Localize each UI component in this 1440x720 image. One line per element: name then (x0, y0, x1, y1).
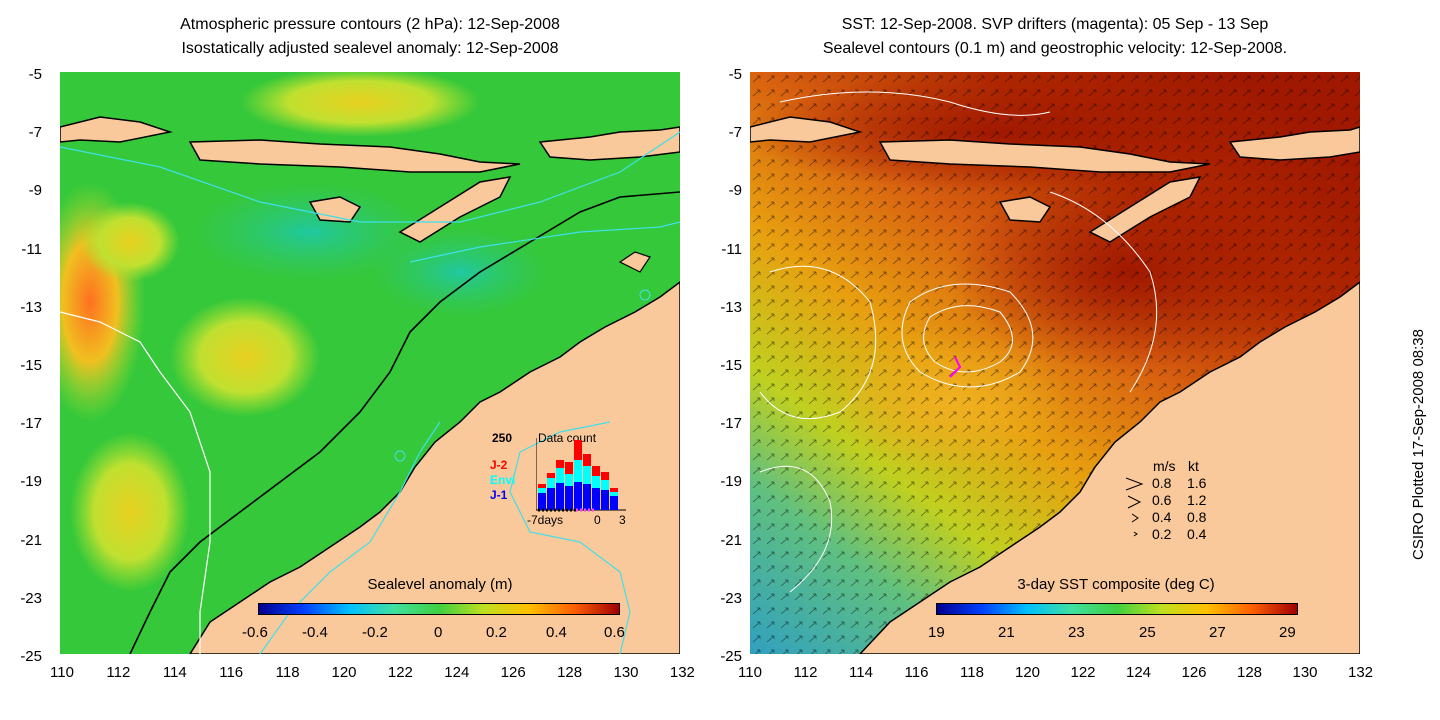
velocity-legend-header-kt: kt (1188, 458, 1199, 474)
x-tick-label: 118 (960, 664, 984, 681)
x-tick-label: 110 (738, 664, 762, 681)
y-tick-label: -9 (728, 182, 742, 200)
x-tick-label: 132 (669, 664, 695, 681)
y-tick-label: -7 (28, 124, 42, 142)
right-cbar-tick: 29 (1279, 624, 1296, 641)
x-tick-label: 112 (793, 664, 818, 681)
x-tick-label: 126 (1181, 664, 1207, 681)
x-tick-label: 126 (500, 664, 526, 681)
y-tick-label: -15 (20, 357, 42, 374)
velocity-legend-ms: 0.4 (1152, 509, 1172, 525)
right-colorbar (936, 603, 1298, 615)
x-tick-label: 118 (275, 664, 300, 681)
left-title-line2: Isostatically adjusted sealevel anomaly:… (181, 40, 559, 57)
y-tick-label: -25 (720, 648, 742, 665)
y-tick-label: -17 (20, 415, 42, 433)
velocity-legend-ms: 0.8 (1152, 475, 1172, 491)
y-tick-label: -23 (720, 589, 742, 607)
plot-credit: CSIRO Plotted 17-Sep-2008 08:38 (1410, 329, 1427, 560)
left-cbar-tick: 0 (434, 624, 443, 641)
inset-legend-envi: Envi (490, 473, 516, 487)
inset-histogram (536, 438, 626, 512)
left-sealevel-map (60, 72, 680, 654)
right-sst-map (750, 72, 1360, 654)
right-colorbar-label: 3-day SST composite (deg C) (1017, 576, 1215, 593)
left-cbar-tick: 0.6 (604, 624, 625, 641)
velocity-legend-kt: 0.4 (1187, 526, 1207, 542)
y-tick-label: -19 (720, 473, 742, 491)
inset-count-label: 250 (492, 431, 513, 445)
left-cbar-tick: -0.6 (242, 624, 268, 641)
y-tick-label: -21 (20, 531, 42, 549)
x-tick-label: 130 (613, 664, 639, 681)
y-tick-label: -5 (728, 66, 742, 83)
right-cbar-tick: 19 (928, 624, 945, 641)
velocity-legend-ms: 0.2 (1152, 526, 1172, 542)
x-tick-label: 130 (1292, 664, 1318, 681)
left-colorbar (258, 603, 620, 615)
x-tick-label: 120 (1014, 664, 1041, 681)
x-tick-label: 114 (162, 664, 187, 681)
y-tick-label: -19 (20, 473, 42, 491)
y-tick-label: -13 (20, 298, 42, 316)
right-title-line1: SST: 12-Sep-2008. SVP drifters (magenta)… (841, 16, 1269, 33)
left-cbar-tick: -0.2 (362, 624, 388, 641)
right-cbar-tick: 25 (1139, 624, 1156, 641)
x-tick-label: 128 (557, 664, 583, 681)
velocity-legend-ms: 0.6 (1152, 492, 1172, 508)
velocity-legend-arrows (1125, 477, 1144, 537)
y-tick-label: -9 (28, 182, 42, 200)
x-tick-label: 124 (444, 664, 470, 681)
left-cbar-tick: 0.4 (546, 624, 567, 641)
velocity-legend-header-ms: m/s (1153, 458, 1176, 474)
y-tick-label: -23 (20, 589, 42, 607)
x-tick-label: 116 (219, 664, 244, 681)
x-tick-label: 114 (849, 664, 873, 681)
inset-xtick-zero: 0 (594, 513, 601, 527)
left-cbar-tick: 0.2 (486, 624, 507, 641)
x-tick-label: 112 (106, 664, 131, 681)
y-tick-label: -13 (720, 298, 742, 316)
y-tick-label: -7 (728, 124, 742, 142)
inset-legend-j2: J-2 (490, 458, 508, 472)
y-tick-label: -15 (720, 357, 742, 374)
y-tick-label: -11 (21, 240, 42, 258)
x-tick-label: 120 (331, 664, 357, 681)
left-cbar-tick: -0.4 (302, 624, 328, 641)
x-tick-label: 116 (904, 664, 929, 681)
x-tick-label: 122 (1070, 664, 1096, 681)
x-tick-label: 110 (50, 664, 74, 681)
velocity-legend-kt: 0.8 (1187, 509, 1207, 525)
y-tick-label: -5 (28, 66, 42, 83)
right-cbar-tick: 23 (1068, 624, 1085, 641)
right-cbar-tick: 21 (998, 624, 1015, 641)
y-tick-label: -25 (20, 648, 42, 665)
x-tick-label: 124 (1125, 664, 1152, 681)
inset-xtick-start: -7days (527, 513, 564, 527)
x-tick-label: 122 (387, 664, 413, 681)
left-title-line1: Atmospheric pressure contours (2 hPa): 1… (180, 16, 560, 33)
velocity-legend-kt: 1.2 (1187, 492, 1207, 508)
y-tick-label: -17 (720, 415, 742, 433)
left-colorbar-label: Sealevel anomaly (m) (367, 576, 513, 593)
y-tick-label: -11 (721, 240, 742, 258)
y-tick-label: -21 (720, 531, 742, 549)
inset-xtick-end: 3 (619, 513, 626, 527)
x-tick-label: 128 (1236, 664, 1263, 681)
inset-legend-j1: J-1 (490, 488, 508, 502)
velocity-legend-kt: 1.6 (1187, 475, 1207, 491)
right-cbar-tick: 27 (1209, 624, 1226, 641)
right-title-line2: Sealevel contours (0.1 m) and geostrophi… (822, 40, 1288, 57)
x-tick-label: 132 (1347, 664, 1374, 681)
